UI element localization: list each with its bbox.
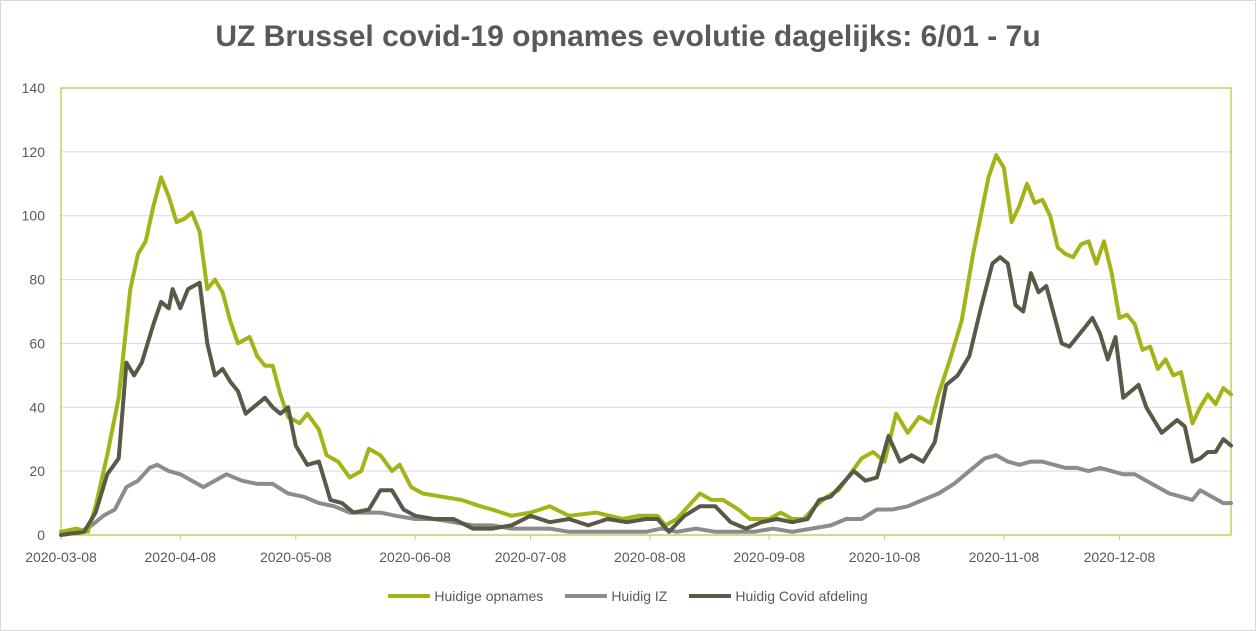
y-tick-label-60: 60 (29, 335, 45, 351)
gridlines (61, 151, 1231, 472)
x-axis-ticks: 2020-03-08 2020-04-08 2020-05-08 2020-06-08… (25, 535, 1155, 565)
y-tick-label-100: 100 (22, 208, 46, 224)
x-tick-label-2020-10-08: 2020-10-08 (849, 549, 921, 565)
x-tick-label-2020-07-08: 2020-07-08 (495, 549, 567, 565)
legend-swatch-huidig-covid-afdeling (689, 594, 732, 598)
y-tick-label-40: 40 (29, 399, 45, 415)
x-tick-label-2020-11-08: 2020-11-08 (969, 549, 1040, 565)
x-tick-label-2020-04-08: 2020-04-08 (144, 549, 216, 565)
legend-label-huidig-iz: Huidig IZ (611, 588, 668, 604)
series-line-huidig-covid-afdeling (59, 255, 1233, 537)
x-tick-label-2020-12-08: 2020-12-08 (1084, 549, 1156, 565)
plot-area-border (60, 87, 1232, 536)
legend-swatch-huidig-iz (565, 594, 608, 598)
series-line-huidige-opnames (59, 153, 1233, 534)
legend-label-huidig-covid-afdeling: Huidig Covid afdeling (735, 588, 868, 604)
chart-title: UZ Brussel covid-19 opnames evolutie dag… (215, 20, 1041, 53)
legend-item-huidige-opnames: Huidige opnames (388, 588, 543, 604)
y-tick-label-80: 80 (29, 272, 45, 288)
y-tick-label-140: 140 (22, 80, 46, 96)
y-tick-label-0: 0 (37, 527, 45, 543)
x-tick-label-2020-05-08: 2020-05-08 (260, 549, 332, 565)
y-tick-label-20: 20 (29, 463, 45, 479)
legend-item-huidig-iz: Huidig IZ (565, 588, 667, 604)
x-tick-label-2020-08-08: 2020-08-08 (614, 549, 686, 565)
series-lines (59, 153, 1233, 537)
legend-label-huidige-opnames: Huidige opnames (434, 588, 544, 604)
legend-swatch-huidige-opnames (388, 594, 431, 598)
y-tick-label-120: 120 (22, 144, 46, 160)
x-tick-label-2020-03-08: 2020-03-08 (25, 549, 97, 565)
y-axis-ticks: 0 20 40 60 80 100 120 140 (22, 80, 46, 543)
x-tick-label-2020-06-08: 2020-06-08 (379, 549, 451, 565)
x-tick-label-2020-09-08: 2020-09-08 (733, 549, 805, 565)
legend: Huidige opnames Huidig IZ Huidig Covid a… (0, 588, 1256, 604)
series-line-huidig-iz (59, 453, 1233, 534)
legend-item-huidig-covid-afdeling: Huidig Covid afdeling (689, 588, 868, 604)
